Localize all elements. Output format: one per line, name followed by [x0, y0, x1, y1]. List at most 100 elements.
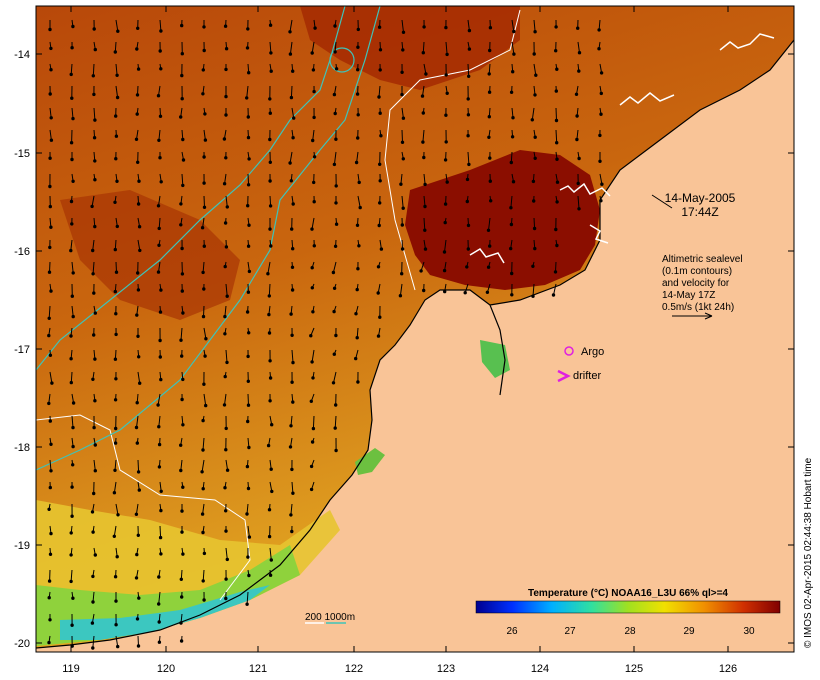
velocity-arrowhead — [113, 441, 118, 445]
velocity-arrowhead — [202, 205, 207, 210]
lon-tick-label: 122 — [345, 663, 363, 675]
velocity-arrowhead — [113, 247, 118, 252]
velocity-arrowhead — [181, 377, 185, 382]
velocity-arrowhead — [93, 224, 97, 229]
lon-tick-label: 125 — [625, 663, 643, 675]
velocity-arrowhead — [203, 112, 207, 116]
velocity-arrowhead — [47, 270, 52, 274]
velocity-arrowhead — [444, 113, 448, 117]
argo-label: Argo — [581, 346, 604, 358]
velocity-arrowhead — [555, 157, 559, 161]
bathymetry-1000m-east — [36, 6, 381, 471]
velocity-arrowhead — [48, 27, 52, 32]
velocity-arrowhead — [202, 244, 207, 248]
velocity-arrowhead — [310, 51, 314, 55]
velocity-arrowhead — [114, 114, 118, 118]
velocity-arrowhead — [223, 24, 228, 28]
velocity-arrowhead — [400, 247, 405, 251]
velocity-arrowhead — [291, 136, 295, 140]
velocity-vector — [115, 261, 117, 273]
velocity-arrowhead — [134, 576, 139, 580]
velocity-arrowhead — [91, 600, 95, 604]
velocity-arrowhead — [47, 640, 51, 645]
velocity-arrowhead — [575, 114, 579, 118]
velocity-arrowhead — [134, 425, 139, 430]
velocity-arrowhead — [92, 491, 96, 496]
velocity-arrowhead — [245, 310, 250, 314]
velocity-arrowhead — [533, 93, 537, 97]
velocity-arrowhead — [114, 599, 118, 603]
velocity-arrowhead — [48, 618, 52, 622]
velocity-arrowhead — [49, 46, 53, 51]
velocity-arrowhead — [443, 220, 447, 225]
velocity-arrowhead — [289, 513, 293, 517]
velocity-arrowhead — [288, 445, 293, 449]
velocity-arrowhead — [465, 177, 470, 182]
velocity-arrowhead — [551, 293, 556, 297]
velocity-arrowhead — [510, 135, 515, 139]
velocity-vector — [289, 41, 293, 55]
velocity-arrowhead — [531, 264, 535, 268]
velocity-arrowhead — [356, 267, 360, 271]
velocity-vector — [290, 85, 293, 98]
velocity-arrowhead — [179, 115, 183, 119]
velocity-arrowhead — [246, 244, 251, 248]
velocity-arrowhead — [115, 73, 119, 78]
velocity-vector — [599, 173, 603, 185]
timestamp-pointer — [651, 194, 673, 209]
velocity-arrowhead — [223, 374, 227, 379]
velocity-arrowhead — [423, 247, 428, 251]
velocity-arrowhead — [134, 512, 139, 516]
map-plot-area — [36, 6, 794, 652]
velocity-vector — [334, 415, 337, 429]
velocity-arrowhead — [159, 377, 163, 382]
velocity-arrowhead — [509, 90, 514, 95]
velocity-arrowhead — [442, 250, 447, 254]
velocity-arrowhead — [135, 93, 140, 97]
velocity-arrowhead — [268, 23, 273, 27]
velocity-arrowhead — [247, 535, 252, 539]
velocity-arrowhead — [115, 95, 120, 100]
altimetry-line: Altimetric sealevel — [662, 254, 743, 265]
colorbar-tick: 26 — [506, 626, 518, 637]
velocity-arrowhead — [355, 336, 359, 340]
velocity-arrowhead — [158, 535, 163, 540]
velocity-arrowhead — [312, 89, 316, 94]
velocity-vector — [577, 41, 580, 53]
velocity-vector — [202, 437, 205, 451]
velocity-scale-arrow-icon — [672, 312, 713, 320]
velocity-arrowhead — [69, 531, 73, 535]
velocity-arrowhead — [467, 162, 471, 167]
velocity-arrowhead — [158, 355, 163, 359]
velocity-arrowhead — [116, 644, 120, 649]
velocity-arrowhead — [356, 136, 360, 140]
velocity-arrowhead — [48, 245, 52, 250]
velocity-arrowhead — [181, 485, 185, 489]
velocity-arrowhead — [201, 487, 205, 491]
velocity-arrowhead — [70, 96, 74, 100]
velocity-arrowhead — [266, 272, 270, 276]
velocity-vector — [70, 371, 73, 383]
velocity-arrowhead — [466, 247, 470, 251]
velocity-vector — [423, 217, 426, 231]
velocity-arrowhead — [597, 28, 601, 32]
velocity-vector — [70, 63, 73, 75]
velocity-vector — [159, 525, 162, 538]
colorbar: Temperature (°C) NOAA16_L3U 66% ql>=4 26… — [475, 588, 781, 637]
velocity-arrowhead — [246, 27, 250, 31]
velocity-arrowhead — [201, 448, 205, 452]
velocity-arrowhead — [268, 227, 272, 231]
velocity-arrowhead — [444, 73, 448, 77]
velocity-arrowhead — [334, 67, 339, 71]
velocity-arrowhead — [356, 380, 360, 384]
velocity-arrowhead — [91, 574, 95, 579]
velocity-arrowhead — [401, 116, 406, 120]
velocity-arrowhead — [70, 157, 74, 162]
velocity-arrowhead — [156, 403, 160, 407]
velocity-arrowhead — [378, 201, 382, 205]
velocity-vector — [401, 129, 403, 143]
velocity-arrowhead — [376, 265, 381, 269]
velocity-arrowhead — [376, 334, 381, 338]
velocity-arrowhead — [357, 244, 361, 248]
velocity-arrowhead — [554, 89, 558, 93]
